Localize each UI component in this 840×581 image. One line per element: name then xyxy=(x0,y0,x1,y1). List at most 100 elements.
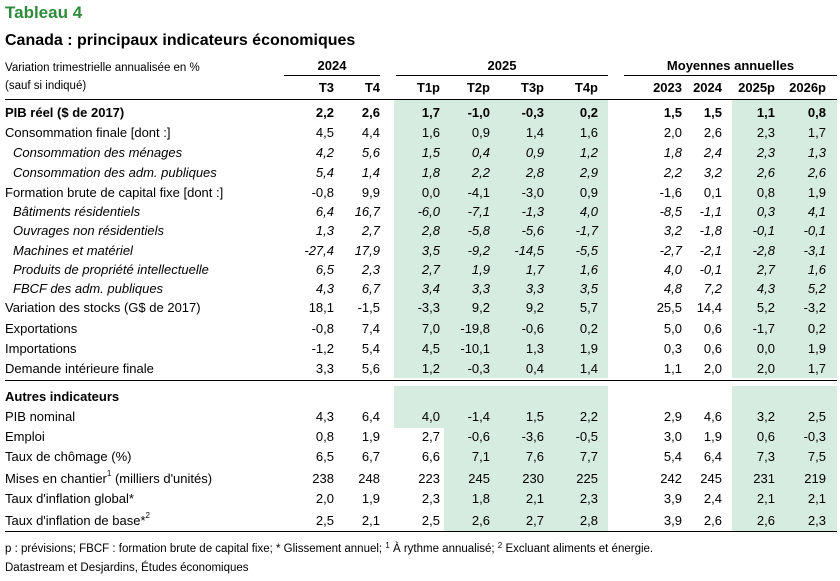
row-label-footnote-mark: 1 xyxy=(106,469,112,478)
row-label-text: Consommation finale [dont :] xyxy=(5,125,171,140)
table-row: Consommation des adm. publiques 5,4 1,4 1,8… xyxy=(0,164,840,183)
row-label: Variation des stocks (G$ de 2017) xyxy=(5,300,201,315)
row-label-text: Demande intérieure finale xyxy=(5,361,154,376)
cell-value: 4,2 xyxy=(315,145,334,160)
cell-value: 2,3 xyxy=(361,262,380,277)
table-title: Tableau 4 xyxy=(5,3,83,22)
cell-value: 0,6 xyxy=(756,429,775,444)
table-row: Consommation finale [dont :] 4,5 4,4 1,6 0,9… xyxy=(0,124,840,143)
cell-value: 3,5 xyxy=(579,281,598,296)
row-label: Machines et matériel xyxy=(13,243,133,258)
cell-value: 2,5 xyxy=(421,513,440,528)
cell-value: 5,2 xyxy=(756,300,775,315)
table-row: Emploi 0,8 1,9 2,7 -0,6 -3,6 -0,5 3,0 1,9 0,6 -0,3 xyxy=(0,428,840,447)
cell-value: 1,9 xyxy=(807,185,826,200)
table-row: Mises en chantier1 (milliers d'unités) 23… xyxy=(0,469,840,489)
footnote: p : prévisions; FBCF : formation brute d… xyxy=(5,541,653,555)
other-indicators-heading: Autres indicateurs xyxy=(5,389,120,404)
cell-value: 3,3 xyxy=(471,281,490,296)
cell-value: -1,8 xyxy=(699,223,722,238)
cell-value: 2,2 xyxy=(471,165,490,180)
cell-value: 3,0 xyxy=(663,429,682,444)
row-label-text: Emploi xyxy=(5,429,45,444)
cell-value: 3,9 xyxy=(663,513,682,528)
footnote-sup2: 2 xyxy=(497,541,503,550)
cell-value: 3,4 xyxy=(421,281,440,296)
cell-value: 7,0 xyxy=(421,321,440,336)
cell-value: 2,7 xyxy=(361,223,380,238)
row-label-text: Taux d'inflation global* xyxy=(5,491,134,506)
cell-value: -7,1 xyxy=(467,204,490,219)
cell-value: -8,5 xyxy=(659,204,682,219)
cell-value: -2,7 xyxy=(659,243,682,258)
cell-value: 0,2 xyxy=(579,321,598,336)
cell-value: 4,3 xyxy=(315,281,334,296)
column-header-t1p: T1p xyxy=(416,80,440,95)
row-label: Consommation des ménages xyxy=(13,145,182,160)
cell-value: 2,0 xyxy=(315,491,334,506)
cell-value: 0,4 xyxy=(525,361,544,376)
cell-value: -5,5 xyxy=(575,243,598,258)
cell-value: 2,6 xyxy=(807,165,826,180)
cell-value: -3,0 xyxy=(521,185,544,200)
cell-value: 6,5 xyxy=(315,449,334,464)
row-label-text: Ouvrages non résidentiels xyxy=(13,223,165,238)
table-bottom-rule xyxy=(5,531,837,532)
cell-value: 7,1 xyxy=(471,449,490,464)
cell-value: 0,8 xyxy=(756,185,775,200)
cell-value: 1,6 xyxy=(579,262,598,277)
table-row: PIB réel ($ de 2017) 2,2 2,6 1,7 -1,0 -0,3 0,2… xyxy=(0,104,840,123)
cell-value: 1,5 xyxy=(421,145,440,160)
row-label: Taux d'inflation global* xyxy=(5,491,134,506)
header-bottom-rule xyxy=(5,99,837,100)
cell-value: 5,7 xyxy=(579,300,598,315)
cell-value: 4,4 xyxy=(361,125,380,140)
row-label-text: PIB réel ($ de 2017) xyxy=(5,105,125,120)
cell-value: 3,2 xyxy=(756,409,775,424)
cell-value: 7,5 xyxy=(807,449,826,464)
cell-value: 1,6 xyxy=(807,262,826,277)
table-row: PIB nominal 4,3 6,4 4,0 -1,4 1,5 2,2 2,9 4,6 3,2 2… xyxy=(0,408,840,427)
cell-value: 2,4 xyxy=(703,145,722,160)
cell-value: 2,1 xyxy=(361,513,380,528)
cell-value: 2,7 xyxy=(421,429,440,444)
cell-value: 2,9 xyxy=(579,165,598,180)
cell-value: -0,5 xyxy=(575,429,598,444)
cell-value: 7,3 xyxy=(756,449,775,464)
cell-value: 225 xyxy=(576,471,598,486)
cell-value: 2,1 xyxy=(525,491,544,506)
row-label-text: Taux d'inflation de base* xyxy=(5,513,146,528)
cell-value: 16,7 xyxy=(354,204,380,219)
cell-value: -5,6 xyxy=(521,223,544,238)
row-label: Consommation des adm. publiques xyxy=(13,165,217,180)
cell-value: 1,5 xyxy=(703,105,722,120)
cell-value: 231 xyxy=(753,471,775,486)
cell-value: 1,1 xyxy=(756,105,775,120)
row-label: Emploi xyxy=(5,429,45,444)
table-row: Ouvrages non résidentiels 1,3 2,7 2,8 -5,8 -5… xyxy=(0,222,840,241)
cell-value: -6,0 xyxy=(417,204,440,219)
row-label-text: Taux de chômage (%) xyxy=(5,449,132,464)
cell-value: 245 xyxy=(468,471,490,486)
cell-value: 6,5 xyxy=(315,262,334,277)
cell-value: 4,3 xyxy=(315,409,334,424)
cell-value: 4,1 xyxy=(807,204,826,219)
footnote-part1: p : prévisions; FBCF : formation brute d… xyxy=(5,543,386,555)
cell-value: -0,8 xyxy=(311,185,334,200)
table-row: FBCF des adm. publiques 4,3 6,7 3,4 3,3 3,3 3,… xyxy=(0,280,840,299)
cell-value: 2,6 xyxy=(756,165,775,180)
cell-value: 2,3 xyxy=(579,491,598,506)
cell-value: 2,0 xyxy=(756,361,775,376)
group-header-annual-averages: Moyennes annuelles xyxy=(624,58,837,76)
cell-value: -0,6 xyxy=(467,429,490,444)
cell-value: 0,2 xyxy=(807,321,826,336)
footnote-part2: À rythme annualisé; xyxy=(389,543,498,555)
cell-value: 0,0 xyxy=(421,185,440,200)
cell-value: -1,3 xyxy=(521,204,544,219)
row-label: Exportations xyxy=(5,321,77,336)
cell-value: 5,4 xyxy=(361,341,380,356)
row-label-text: Formation brute de capital fixe [dont :] xyxy=(5,185,224,200)
cell-value: 2,7 xyxy=(421,262,440,277)
cell-value: 2,0 xyxy=(663,125,682,140)
table-row: Consommation des ménages 4,2 5,6 1,5 0,4 0,9 1… xyxy=(0,144,840,163)
